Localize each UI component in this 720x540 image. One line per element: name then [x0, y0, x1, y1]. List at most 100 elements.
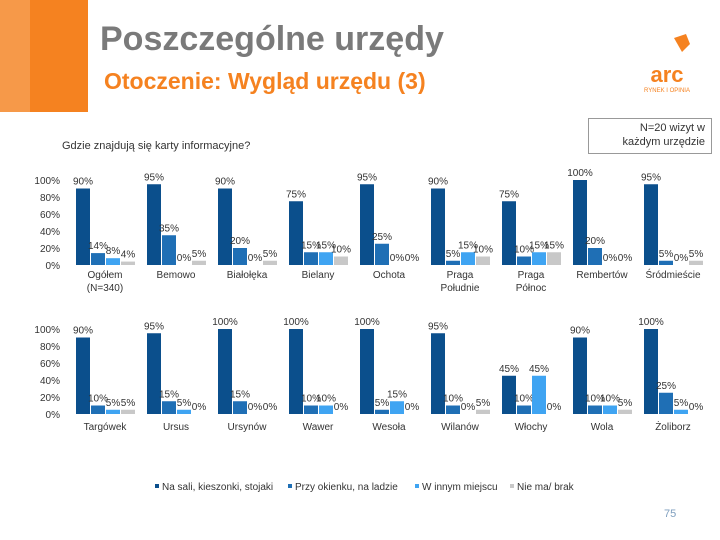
bar — [162, 235, 176, 265]
bar — [233, 401, 247, 414]
data-label: 5% — [375, 398, 390, 409]
data-label: 25% — [372, 232, 392, 243]
page-number: 75 — [664, 508, 677, 520]
data-label: 100% — [638, 317, 664, 328]
bar — [431, 188, 445, 265]
y-tick-label: 60% — [40, 359, 60, 370]
bar — [233, 248, 247, 265]
bar — [446, 405, 460, 414]
category-label: Bielany — [302, 270, 335, 281]
bar — [689, 260, 703, 265]
data-label: 15% — [529, 240, 549, 251]
sample-note-line1: N=20 wizyt w — [639, 122, 705, 134]
legend-label: Nie ma/ brak — [517, 482, 575, 493]
data-label: 45% — [499, 364, 519, 375]
bar — [177, 409, 191, 414]
data-label: 35% — [159, 223, 179, 234]
bar — [218, 188, 232, 265]
bar — [304, 252, 318, 265]
bar — [644, 329, 658, 414]
data-label: 5% — [192, 249, 207, 260]
data-label: 10% — [316, 394, 336, 405]
data-label: 0% — [248, 253, 263, 264]
data-label: 100% — [212, 317, 238, 328]
bar — [476, 256, 490, 265]
data-label: 100% — [567, 168, 593, 179]
bar — [502, 201, 516, 265]
data-label: 20% — [230, 236, 250, 247]
data-label: 15% — [301, 240, 321, 251]
bar — [532, 252, 546, 265]
category-label: Ogółem — [87, 270, 122, 281]
y-tick-label: 60% — [40, 210, 60, 221]
bar — [573, 180, 587, 265]
data-label: 5% — [446, 249, 461, 260]
category-label: Południe — [441, 283, 480, 294]
data-label: 5% — [476, 398, 491, 409]
bar — [162, 401, 176, 414]
logo-subtext: RYNEK I OPINIA — [644, 88, 690, 94]
bar — [360, 329, 374, 414]
data-label: 75% — [286, 189, 306, 200]
header-background — [0, 0, 720, 112]
page-subtitle: Otoczenie: Wygląd urzędu (3) — [104, 68, 426, 94]
data-label: 10% — [585, 394, 605, 405]
bar — [375, 243, 389, 265]
bar — [121, 409, 135, 414]
category-label: Rembertów — [576, 270, 628, 281]
data-label: 90% — [570, 326, 590, 337]
category-label: Wawer — [303, 422, 334, 433]
data-label: 90% — [215, 177, 235, 188]
bar — [461, 252, 475, 265]
data-label: 10% — [301, 394, 321, 405]
data-label: 10% — [443, 394, 463, 405]
category-label: Ochota — [373, 270, 406, 281]
legend-label: Na sali, kieszonki, stojaki — [162, 482, 273, 493]
data-label: 10% — [88, 394, 108, 405]
data-label: 0% — [192, 402, 207, 413]
bar — [659, 260, 673, 265]
data-label: 15% — [159, 389, 179, 400]
data-label: 15% — [458, 240, 478, 251]
data-label: 0% — [547, 402, 562, 413]
data-label: 0% — [603, 253, 618, 264]
bar — [263, 260, 277, 265]
bar — [588, 405, 602, 414]
bar — [446, 260, 460, 265]
bar — [431, 333, 445, 414]
category-label: Włochy — [515, 422, 548, 433]
data-label: 10% — [514, 245, 534, 256]
bar — [644, 184, 658, 265]
bar — [674, 409, 688, 414]
category-label: Żoliborz — [655, 420, 691, 433]
category-label: Śródmieście — [645, 268, 700, 281]
arc-logo: arc RYNEK I OPINIA — [644, 34, 690, 94]
legend-label: Przy okienku, na ladzie — [295, 482, 398, 493]
y-tick-label: 40% — [40, 376, 60, 387]
legend-swatch — [155, 484, 159, 488]
bar — [517, 405, 531, 414]
bar — [218, 329, 232, 414]
y-tick-label: 80% — [40, 193, 60, 204]
bar — [588, 248, 602, 265]
bar — [192, 260, 206, 265]
bar — [476, 409, 490, 414]
data-label: 95% — [144, 321, 164, 332]
data-label: 5% — [674, 398, 689, 409]
category-label: Praga — [447, 270, 474, 281]
bar — [106, 409, 120, 414]
data-label: 0% — [405, 253, 420, 264]
bar — [106, 258, 120, 265]
bar — [659, 392, 673, 414]
y-tick-label: 40% — [40, 227, 60, 238]
category-label: Białołęka — [227, 270, 268, 281]
category-label: Ursus — [163, 422, 189, 433]
y-tick-label: 100% — [34, 176, 60, 187]
data-label: 15% — [316, 240, 336, 251]
bar — [76, 337, 90, 414]
bar — [319, 252, 333, 265]
y-tick-label: 100% — [34, 325, 60, 336]
bar — [618, 409, 632, 414]
bar — [147, 184, 161, 265]
legend-swatch — [510, 484, 514, 488]
